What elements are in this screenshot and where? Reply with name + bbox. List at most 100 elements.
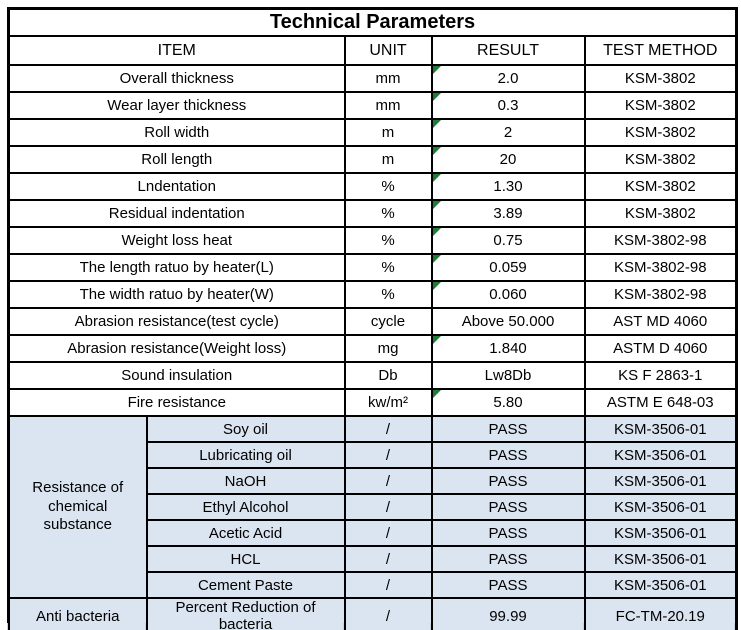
table-row: Wear layer thickness mm 0.3 KSM-3802 xyxy=(7,91,738,120)
method-cell: KSM-3802 xyxy=(583,118,738,147)
method-cell: KSM-3802 xyxy=(583,172,738,201)
result-cell: 1.840 xyxy=(430,334,586,363)
unit-cell: / xyxy=(343,467,433,495)
item-cell: Acetic Acid xyxy=(145,519,346,547)
table-row: Anti bacteria Percent Reduction of bacter… xyxy=(7,597,738,630)
result-cell: PASS xyxy=(430,441,586,469)
result-cell: Lw8Db xyxy=(430,361,586,390)
unit-cell: % xyxy=(343,280,433,309)
table-row: HCL / PASS KSM-3506-01 xyxy=(9,545,738,573)
unit-cell: / xyxy=(343,441,433,469)
method-cell: FC-TM-20.19 xyxy=(583,597,738,630)
method-cell: KSM-3802 xyxy=(583,91,738,120)
result-cell: 2.0 xyxy=(430,64,586,93)
column-header-result: RESULT xyxy=(430,35,586,66)
table-row: The length ratuo by heater(L)% 0.059 KSM-3… xyxy=(7,253,738,282)
unit-cell: m xyxy=(343,145,433,174)
result-cell: 0.3 xyxy=(430,91,586,120)
table-row: Abrasion resistance(Weight loss) mg 1.840 A… xyxy=(7,334,738,363)
unit-cell: / xyxy=(343,571,433,599)
item-cell: Sound insulation xyxy=(7,361,346,390)
item-cell: Wear layer thickness xyxy=(7,91,346,120)
method-cell: KSM-3506-01 xyxy=(583,493,738,521)
method-cell: ASTM E 648-03 xyxy=(583,388,738,417)
method-cell: KSM-3802 xyxy=(583,199,738,228)
method-cell: KSM-3506-01 xyxy=(583,441,738,469)
table-row: Acetic Acid / PASS KSM-3506-01 xyxy=(9,519,738,547)
item-cell: The length ratuo by heater(L) xyxy=(7,253,346,282)
cell-error-triangle-icon xyxy=(433,229,441,236)
unit-cell: mm xyxy=(343,64,433,93)
item-cell: Abrasion resistance(Weight loss) xyxy=(7,334,346,363)
item-cell: Lubricating oil xyxy=(145,441,346,469)
item-cell: Percent Reduction of bacteria xyxy=(145,597,346,630)
result-cell: 0.75 xyxy=(430,226,586,255)
method-cell: KSM-3802 xyxy=(583,145,738,174)
unit-cell: / xyxy=(343,519,433,547)
table-row: NaOH / PASS KSM-3506-01 xyxy=(9,467,738,495)
unit-cell: mg xyxy=(343,334,433,363)
result-cell: 0.060 xyxy=(430,280,586,309)
table-row: The width ratuo by heater(W)% 0.060 KSM-38… xyxy=(7,280,738,309)
item-cell: Roll length xyxy=(7,145,346,174)
item-cell: Fire resistance xyxy=(7,388,346,417)
result-cell: PASS xyxy=(430,571,586,599)
column-header-test-method: TEST METHOD xyxy=(583,35,738,66)
unit-cell: / xyxy=(343,545,433,573)
unit-cell: Db xyxy=(343,361,433,390)
cell-error-triangle-icon xyxy=(433,121,441,128)
gridline-stub xyxy=(343,623,344,630)
item-cell: NaOH xyxy=(145,467,346,495)
cell-error-triangle-icon xyxy=(433,175,441,182)
result-cell: PASS xyxy=(430,415,586,443)
method-cell: AST MD 4060 xyxy=(583,307,738,336)
cell-error-triangle-icon xyxy=(433,148,441,155)
table-row: Roll width m 2 KSM-3802 xyxy=(7,118,738,147)
result-cell: PASS xyxy=(430,467,586,495)
cell-error-triangle-icon xyxy=(433,283,441,290)
gridline-stub xyxy=(7,623,8,630)
method-cell: KSM-3802-98 xyxy=(583,226,738,255)
cell-error-triangle-icon xyxy=(433,256,441,263)
table-row: Residual indentation% 3.89 KSM-3802 xyxy=(7,199,738,228)
table-row: Overall thickness mm 2.0 KSM-3802 xyxy=(7,64,738,93)
unit-cell: % xyxy=(343,172,433,201)
unit-cell: % xyxy=(343,226,433,255)
method-cell: KSM-3802 xyxy=(583,64,738,93)
method-cell: KSM-3506-01 xyxy=(583,571,738,599)
table-row: Weight loss heat% 0.75 KSM-3802-98 xyxy=(7,226,738,255)
result-cell: 1.30 xyxy=(430,172,586,201)
method-cell: KSM-3802-98 xyxy=(583,280,738,309)
table-row: Fire resistance kw/m² 5.80 ASTM E 648-03 xyxy=(7,388,738,417)
unit-cell: / xyxy=(343,415,433,443)
table-title-row: Technical Parameters xyxy=(7,7,738,37)
result-cell: 20 xyxy=(430,145,586,174)
table-row: Abrasion resistance(test cycle) cycle Abov… xyxy=(7,307,738,336)
table-row: Sound insulation Db Lw8Db KS F 2863-1 xyxy=(7,361,738,390)
unit-cell: cycle xyxy=(343,307,433,336)
table-row: Resistance of chemical substance Soy oil /… xyxy=(7,415,738,599)
table-row: Ethyl Alcohol / PASS KSM-3506-01 xyxy=(9,493,738,521)
item-cell: Cement Paste xyxy=(145,571,346,599)
method-cell: KSM-3802-98 xyxy=(583,253,738,282)
unit-cell: / xyxy=(343,493,433,521)
unit-cell: / xyxy=(343,597,433,630)
group-cell-resistance-of-chemical-substance: Resistance of chemical substance xyxy=(7,415,148,599)
group-cell-anti-bacteria: Anti bacteria xyxy=(7,597,148,630)
cell-error-triangle-icon xyxy=(433,391,441,398)
column-header-unit: UNIT xyxy=(343,35,433,66)
result-cell: 2 xyxy=(430,118,586,147)
unit-cell: mm xyxy=(343,91,433,120)
result-cell: PASS xyxy=(430,493,586,521)
item-cell: Soy oil xyxy=(145,415,346,443)
table-row: Roll length m 20 KSM-3802 xyxy=(7,145,738,174)
unit-cell: m xyxy=(343,118,433,147)
result-cell: 3.89 xyxy=(430,199,586,228)
unit-cell: kw/m² xyxy=(343,388,433,417)
column-header-item: ITEM xyxy=(7,35,346,66)
cell-error-triangle-icon xyxy=(433,337,441,344)
item-cell: Roll width xyxy=(7,118,346,147)
cell-error-triangle-icon xyxy=(433,67,441,74)
item-cell: The width ratuo by heater(W) xyxy=(7,280,346,309)
